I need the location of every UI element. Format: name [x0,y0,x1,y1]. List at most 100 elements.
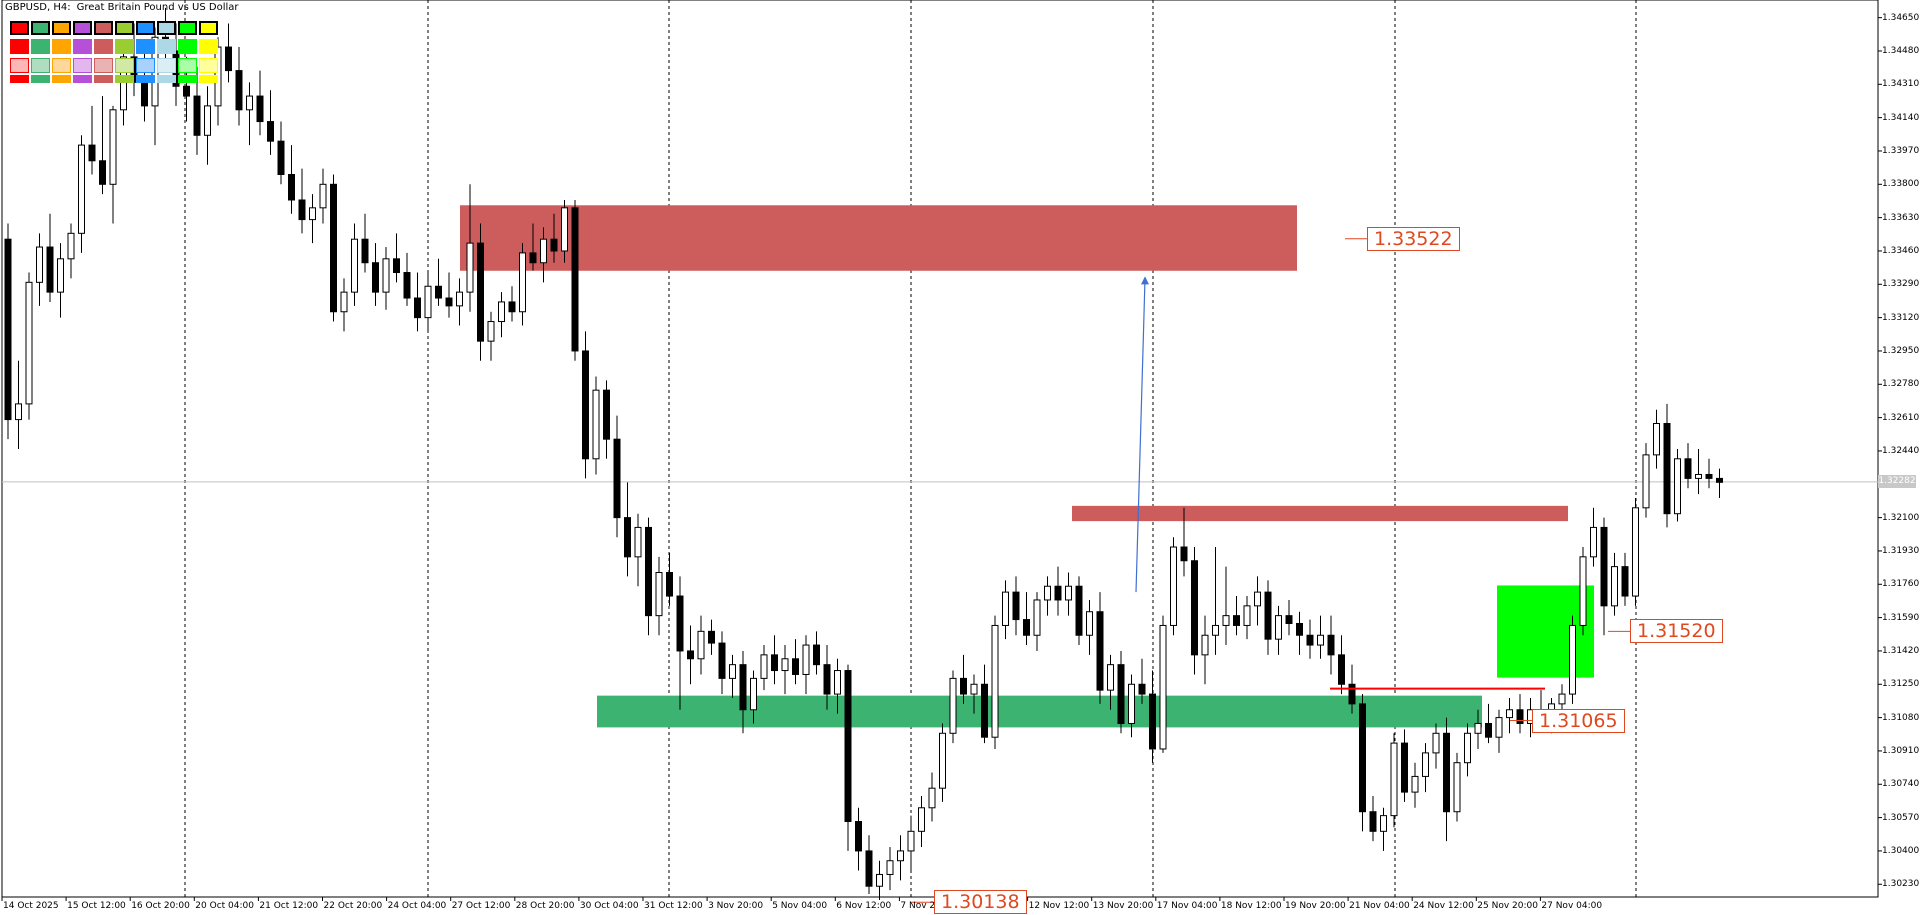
candle [309,194,316,244]
color-swatch[interactable] [10,75,29,83]
candle-body [876,873,883,887]
candle [340,278,348,332]
color-swatch[interactable] [199,58,218,73]
candle [655,556,663,636]
color-palette-panel[interactable] [10,18,222,86]
candles [4,7,1723,900]
color-swatch[interactable] [52,39,71,54]
candle [46,213,54,302]
price-axis-label: 1.31590 [1882,612,1920,623]
color-swatch[interactable] [178,58,197,73]
candle [907,815,915,871]
color-swatch[interactable] [178,39,197,54]
candle-body [634,526,642,558]
price-level-label[interactable]: 1.31520 [1630,619,1723,644]
price-level-label[interactable]: 1.33522 [1367,226,1460,251]
candle-body [540,238,547,264]
candle [1023,592,1030,646]
color-swatch[interactable] [199,75,218,83]
color-swatch[interactable] [136,75,155,83]
candle [865,835,873,895]
color-swatch[interactable] [136,21,155,35]
color-swatch[interactable] [115,75,134,83]
candle-body [1128,683,1135,724]
candle-body [918,807,925,832]
candle [519,243,526,326]
color-swatch[interactable] [94,21,113,35]
candle-body [319,183,327,209]
candle-body [1380,815,1387,832]
color-swatch[interactable] [73,58,92,73]
color-swatch[interactable] [157,21,176,35]
candle [1369,796,1377,842]
candle-body [718,642,726,679]
color-swatch[interactable] [199,21,218,35]
candle [561,199,568,263]
price-axis-label: 1.33120 [1882,312,1920,323]
price-axis-label: 1.33970 [1882,145,1920,156]
color-swatch[interactable] [31,39,50,54]
candle-body [655,572,663,617]
color-swatch[interactable] [73,75,92,83]
candle-body [949,677,957,734]
candle [445,272,453,318]
price-level-label[interactable]: 1.30138 [934,890,1027,915]
candle-body [1401,742,1408,793]
color-swatch[interactable] [178,21,197,35]
color-swatch[interactable] [31,58,50,73]
candle-body [256,95,264,123]
candle [277,121,285,185]
color-swatch[interactable] [115,39,134,54]
color-swatch[interactable] [52,58,71,73]
time-axis-label: 21 Nov 04:00 [1349,901,1410,911]
color-swatch[interactable] [52,75,71,83]
price-axis-label: 1.30910 [1882,745,1920,756]
candle [571,199,579,361]
candle [288,145,295,214]
candle [540,227,547,283]
candle [624,482,631,577]
candle [1695,448,1702,495]
color-swatch[interactable] [94,75,113,83]
color-swatch[interactable] [73,21,92,35]
color-swatch[interactable] [157,39,176,54]
candle [855,807,862,871]
color-swatch[interactable] [199,39,218,54]
candle [498,292,505,338]
candle [1663,403,1671,528]
color-swatch[interactable] [115,58,134,73]
color-swatch[interactable] [136,39,155,54]
candle-body [477,242,484,342]
color-swatch[interactable] [157,75,176,83]
time-axis-label: 6 Nov 12:00 [836,901,892,911]
color-swatch[interactable] [178,75,197,83]
candle-body [1054,585,1062,601]
candle [1474,709,1482,749]
color-swatch[interactable] [136,58,155,73]
candle [235,47,243,126]
time-axis-label: 25 Nov 20:00 [1477,901,1538,911]
color-swatch[interactable] [31,21,50,35]
candle [949,670,957,744]
color-swatch[interactable] [10,58,29,73]
color-swatch[interactable] [10,39,29,54]
color-swatch[interactable] [10,21,29,35]
candle [876,860,883,900]
candle [1002,580,1009,640]
color-swatch[interactable] [115,21,134,35]
candle-body [823,664,831,695]
color-swatch[interactable] [73,39,92,54]
candle-body [970,683,978,695]
color-swatch[interactable] [157,58,176,73]
color-swatch[interactable] [31,75,50,83]
color-swatch[interactable] [94,39,113,54]
color-swatch[interactable] [94,58,113,73]
color-swatch[interactable] [52,21,71,35]
candle [1191,547,1198,675]
price-level-label[interactable]: 1.31065 [1532,708,1625,733]
candle-body [1506,709,1513,719]
candle-body [36,246,43,283]
candle [1443,717,1450,842]
